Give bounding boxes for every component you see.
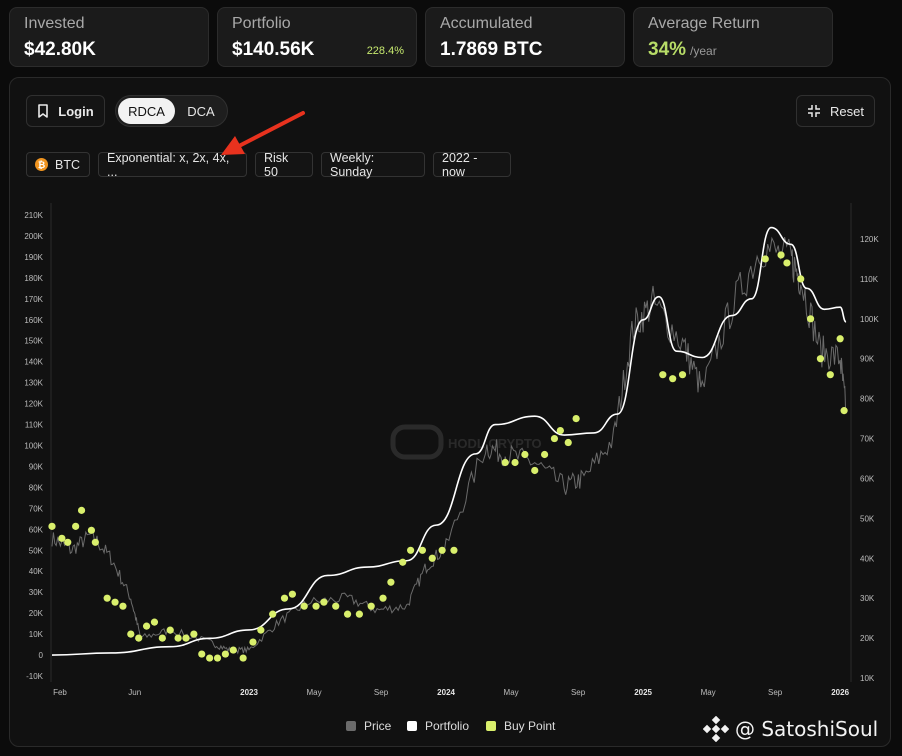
schedule-label: Weekly: Sunday [330,150,375,179]
credit-watermark: @ SatoshiSoul [703,716,878,742]
stat-value: $42.80K [24,39,96,60]
curve-selector[interactable]: Exponential: x, 2x, 4x, ... [98,150,247,179]
asset-selector[interactable]: ₿ BTC [26,152,90,177]
legend-label: Price [364,719,392,733]
legend-swatch [407,721,417,731]
legend-portfolio[interactable]: Portfolio [407,719,469,733]
credit-text: @ SatoshiSoul [735,717,879,741]
stat-label: Invested [24,15,85,32]
risk-label: Risk 50 [264,150,289,179]
schedule-selector[interactable]: Weekly: Sunday [321,150,425,179]
avg-return-unit: /year [690,44,717,58]
mode-toggle: RDCA DCA [115,95,228,127]
login-label: Login [58,103,94,119]
stat-label: Average Return [648,15,760,32]
range-label: 2022 - now [442,150,478,179]
legend-price[interactable]: Price [346,719,391,733]
login-button[interactable]: Login [26,95,105,127]
stat-value: $140.56K [232,39,315,60]
curve-label: Exponential: x, 2x, 4x, ... [107,150,230,179]
bookmark-icon [38,104,49,118]
tab-dca[interactable]: DCA [187,103,215,119]
stat-value: 34%/year [648,39,818,61]
stat-average-return: Average Return 34%/year [633,7,833,67]
stat-portfolio: Portfolio $140.56K 228.4% [217,7,417,67]
reset-label: Reset [830,103,864,119]
stat-invested: Invested $42.80K [9,7,209,67]
risk-selector[interactable]: Risk 50 [255,150,313,179]
bitcoin-icon: ₿ [35,158,48,171]
tab-rdca[interactable]: RDCA [118,98,175,124]
annotation-arrow-icon [221,111,305,155]
date-range-selector[interactable]: 2022 - now [433,150,511,179]
legend-label: Buy Point [504,719,556,733]
stat-label: Accumulated [440,15,533,32]
stat-label: Portfolio [232,15,291,32]
legend-label: Portfolio [425,719,470,733]
avg-return-value: 34% [648,39,687,60]
legend-swatch [486,721,496,731]
reset-button[interactable]: Reset [796,95,875,127]
asset-label: BTC [55,157,80,172]
portfolio-change-badge: 228.4% [366,45,404,57]
stat-accumulated: Accumulated 1.7869 BTC [425,7,625,67]
binance-square-icon [703,716,729,742]
stat-value: 1.7869 BTC [440,39,543,60]
collapse-icon [808,105,821,117]
legend-buy-point[interactable]: Buy Point [486,719,555,733]
legend-swatch [346,721,356,731]
